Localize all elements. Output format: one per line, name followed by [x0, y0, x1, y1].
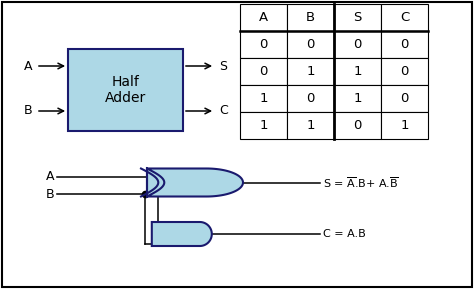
Text: 1: 1: [259, 92, 268, 105]
Text: A: A: [259, 11, 268, 24]
Text: 0: 0: [306, 38, 315, 51]
Text: S: S: [219, 60, 227, 73]
Bar: [334, 85, 381, 112]
Text: C: C: [219, 105, 228, 118]
Text: 0: 0: [306, 92, 315, 105]
Bar: [240, 85, 287, 112]
Bar: [287, 85, 334, 112]
Polygon shape: [147, 168, 243, 197]
Text: B: B: [23, 105, 32, 118]
Text: S: S: [353, 11, 362, 24]
Bar: [68, 49, 183, 131]
Bar: [381, 112, 428, 139]
Text: 1: 1: [306, 65, 315, 78]
Bar: [334, 4, 381, 31]
Text: 0: 0: [353, 38, 362, 51]
Text: S = $\overline{\rm A}$.B+ A.$\overline{\rm B}$: S = $\overline{\rm A}$.B+ A.$\overline{\…: [323, 175, 399, 190]
Text: 1: 1: [353, 92, 362, 105]
Text: 0: 0: [401, 92, 409, 105]
Text: A: A: [46, 171, 54, 184]
Bar: [287, 4, 334, 31]
Text: C = A.B: C = A.B: [323, 229, 366, 239]
Text: 0: 0: [353, 119, 362, 132]
Bar: [240, 31, 287, 58]
Bar: [287, 31, 334, 58]
Bar: [334, 58, 381, 85]
Bar: [287, 112, 334, 139]
Text: 0: 0: [401, 38, 409, 51]
Text: 1: 1: [353, 65, 362, 78]
Bar: [381, 4, 428, 31]
Bar: [240, 4, 287, 31]
Bar: [381, 31, 428, 58]
Text: B: B: [46, 188, 54, 201]
Bar: [240, 58, 287, 85]
Text: 0: 0: [259, 65, 268, 78]
Text: 0: 0: [401, 65, 409, 78]
Bar: [334, 31, 381, 58]
Bar: [287, 58, 334, 85]
Text: A: A: [24, 60, 32, 73]
Bar: [381, 58, 428, 85]
Text: 0: 0: [259, 38, 268, 51]
Text: 1: 1: [306, 119, 315, 132]
Text: Half
Adder: Half Adder: [105, 75, 146, 105]
Polygon shape: [152, 222, 212, 246]
Text: C: C: [400, 11, 409, 24]
Bar: [381, 85, 428, 112]
Bar: [240, 112, 287, 139]
Text: 1: 1: [259, 119, 268, 132]
Text: B: B: [306, 11, 315, 24]
Bar: [334, 112, 381, 139]
Text: 1: 1: [400, 119, 409, 132]
